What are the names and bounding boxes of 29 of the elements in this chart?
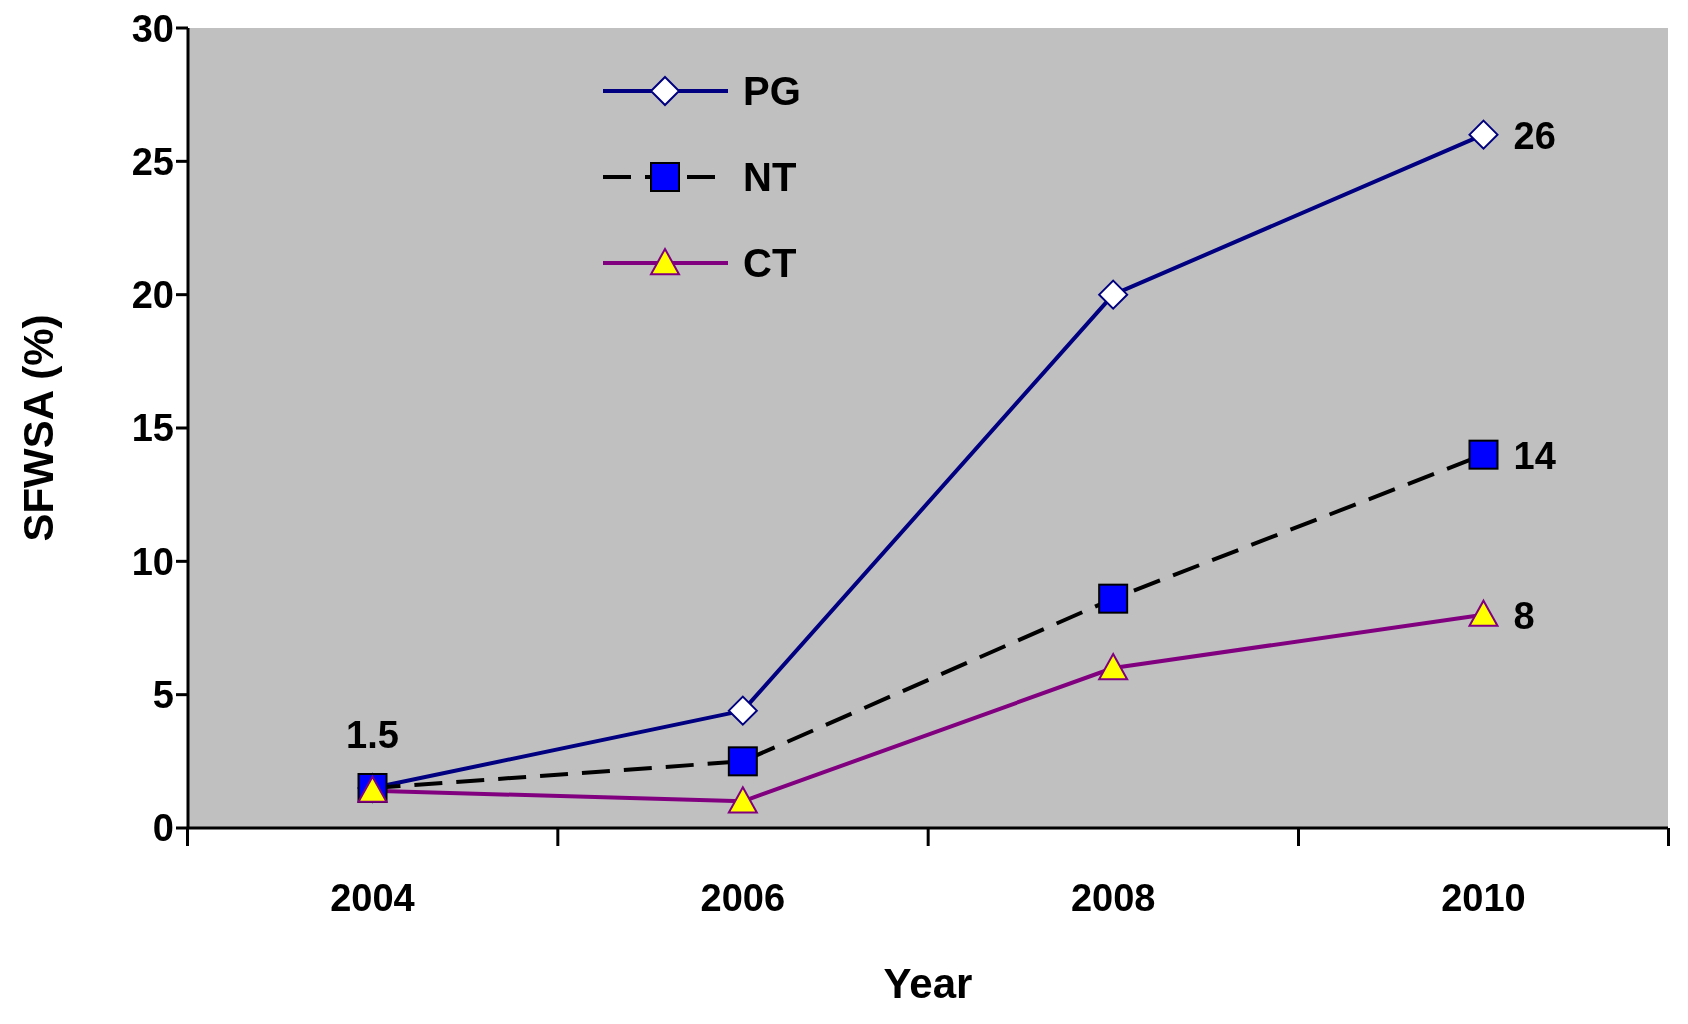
- point: [1098, 583, 1129, 614]
- legend-label: PG: [743, 69, 801, 113]
- data-label: 1.5: [346, 714, 399, 756]
- y-tick-label: 10: [131, 540, 174, 583]
- y-tick-label: 5: [152, 674, 174, 717]
- y-tick-label: 0: [152, 807, 174, 850]
- data-label: 26: [1513, 114, 1556, 157]
- y-tick-label: 25: [131, 140, 174, 183]
- point: [727, 695, 758, 726]
- point: [1468, 439, 1499, 470]
- y-axis-title: SFWSA (%): [14, 314, 62, 542]
- point: [727, 786, 758, 814]
- legend-label: CT: [743, 241, 797, 285]
- x-tick-label: 2010: [1441, 877, 1526, 919]
- data-label: 14: [1513, 434, 1556, 477]
- legend-label: NT: [743, 155, 797, 199]
- point: [1098, 279, 1129, 310]
- y-tick-label: 15: [131, 407, 174, 450]
- x-tick-label: 2008: [1070, 877, 1156, 919]
- y-tick-label: 20: [131, 274, 174, 317]
- point: [727, 746, 758, 777]
- point: [1468, 119, 1499, 150]
- x-axis-title: Year: [883, 960, 973, 1007]
- x-tick-label: 2006: [700, 877, 786, 919]
- data-label: 8: [1513, 594, 1535, 637]
- point: [1098, 653, 1129, 681]
- x-tick-label: 2004: [330, 877, 415, 919]
- y-tick-label: 30: [131, 7, 174, 50]
- point: [1468, 599, 1499, 627]
